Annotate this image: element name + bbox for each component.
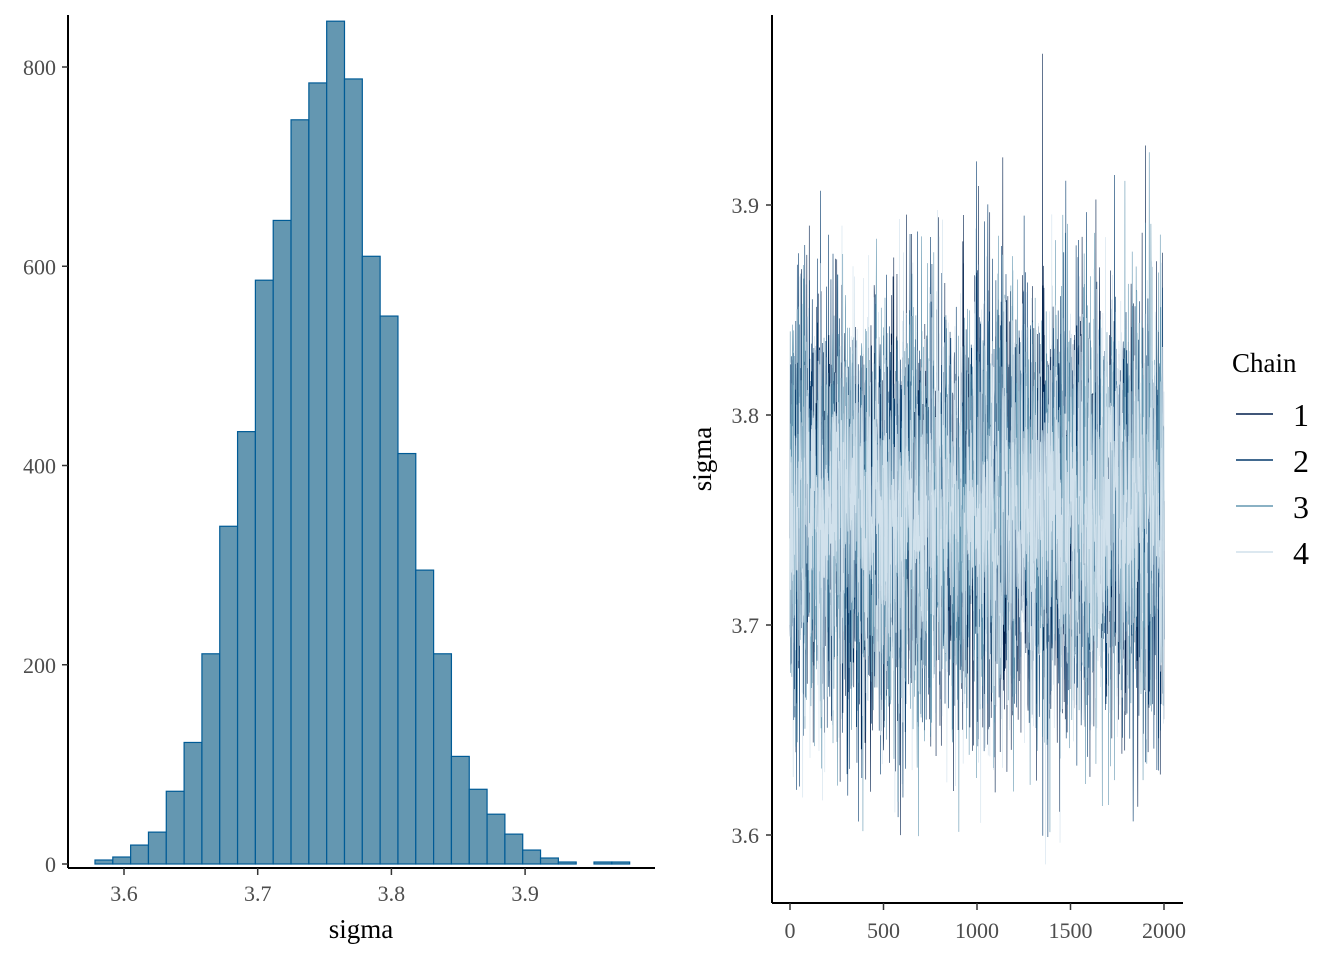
chain-legend: Chain 1 2 3 4 (1232, 348, 1309, 571)
histogram-bar (326, 20, 346, 865)
x-tick-label: 3.6 (110, 881, 138, 906)
y-tick-label: 3.8 (732, 403, 760, 428)
hist-x-axis-title: sigma (329, 914, 394, 944)
histogram-bar (397, 452, 417, 865)
hist-x-ticks: 3.6 3.7 3.8 3.9 (110, 868, 539, 906)
legend-title: Chain (1232, 348, 1297, 378)
trace-x-ticks: 0 500 1000 1500 2000 (785, 903, 1186, 943)
legend-item-chain-2: 2 (1236, 443, 1309, 479)
histogram-bar (219, 525, 239, 865)
histogram-bar (433, 653, 453, 865)
histogram-bars (94, 20, 631, 865)
histogram-bar (450, 755, 470, 865)
x-tick-label: 2000 (1142, 918, 1186, 943)
trace-y-axis-title: sigma (687, 427, 717, 492)
legend-label: 3 (1293, 489, 1309, 525)
y-tick-label: 3.7 (732, 613, 760, 638)
histogram-bar (272, 219, 292, 865)
histogram-bar (112, 856, 132, 865)
legend-label: 1 (1293, 397, 1309, 433)
histogram-bar (147, 831, 167, 865)
y-tick-label: 800 (23, 55, 56, 80)
y-tick-label: 400 (23, 454, 56, 479)
histogram-bar (611, 861, 631, 865)
histogram-bar (236, 431, 256, 865)
histogram-panel: 0 200 400 600 800 3.6 3.7 3.8 3.9 sigma (23, 15, 655, 944)
histogram-bar (468, 788, 488, 865)
x-tick-label: 500 (867, 918, 900, 943)
histogram-bar (165, 790, 185, 865)
histogram-bar (201, 653, 221, 865)
legend-item-chain-4: 4 (1236, 535, 1309, 571)
y-tick-label: 600 (23, 254, 56, 279)
y-tick-label: 3.9 (732, 193, 760, 218)
histogram-bar (130, 844, 150, 865)
legend-item-chain-1: 1 (1236, 397, 1309, 433)
histogram-bar (504, 833, 524, 865)
legend-label: 2 (1293, 443, 1309, 479)
histogram-bar (308, 82, 328, 865)
histogram-bar (379, 315, 399, 865)
histogram-bar (343, 78, 363, 865)
x-tick-label: 3.9 (511, 881, 539, 906)
histogram-bar (94, 859, 114, 865)
x-tick-label: 1000 (955, 918, 999, 943)
y-tick-label: 3.6 (732, 823, 760, 848)
histogram-bar (183, 741, 203, 865)
trace-y-ticks: 3.6 3.7 3.8 3.9 (732, 193, 772, 848)
trace-lines (789, 53, 1165, 865)
histogram-bar (539, 857, 559, 865)
histogram-bar (415, 569, 435, 865)
histogram-bar (593, 861, 613, 865)
histogram-bar (361, 255, 381, 865)
x-tick-label: 0 (785, 918, 796, 943)
y-tick-label: 0 (45, 852, 56, 877)
histogram-bar (522, 849, 542, 865)
x-tick-label: 3.8 (378, 881, 406, 906)
legend-item-chain-3: 3 (1236, 489, 1309, 525)
hist-y-ticks: 0 200 400 600 800 (23, 55, 68, 877)
x-tick-label: 1500 (1049, 918, 1093, 943)
x-tick-label: 3.7 (244, 881, 272, 906)
histogram-bar (486, 813, 506, 865)
histogram-bar (254, 279, 274, 865)
histogram-bar (290, 119, 310, 865)
histogram-bar (557, 861, 577, 865)
trace-line-chain-4 (789, 209, 1165, 865)
y-tick-label: 200 (23, 653, 56, 678)
legend-label: 4 (1293, 535, 1309, 571)
trace-panel: 3.6 3.7 3.8 3.9 0 500 1000 1500 2000 sigma (687, 15, 1186, 943)
